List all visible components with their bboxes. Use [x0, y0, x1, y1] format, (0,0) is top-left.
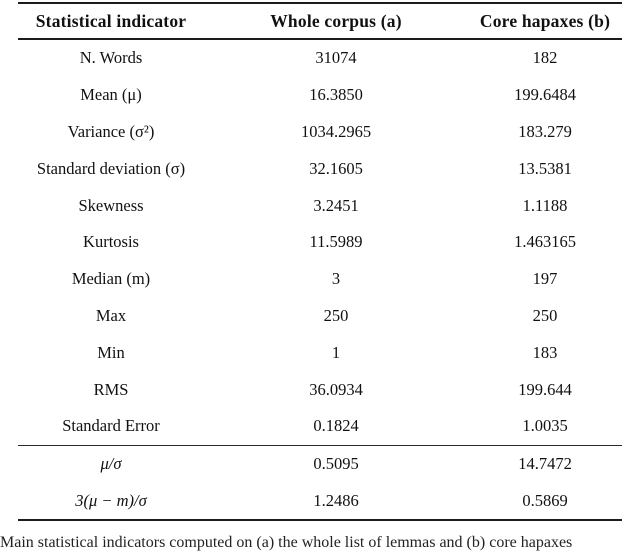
statistics-table: Statistical indicator Whole corpus (a) C…	[18, 2, 622, 522]
value-whole-corpus: 32.1605	[309, 158, 363, 178]
row-label: Standard deviation (σ)	[36, 158, 186, 178]
value-core-hapaxes: 1.0035	[522, 416, 568, 436]
value-core-hapaxes: 250	[532, 305, 558, 325]
row-label: 3(μ − m)/σ	[18, 482, 204, 522]
value-core-hapaxes: 197	[532, 269, 558, 289]
value-core-hapaxes: 183	[532, 342, 558, 362]
value-core-hapaxes: 0.5869	[468, 482, 622, 522]
value-whole-corpus: 11.5989	[309, 232, 363, 252]
row-label: μ/σ	[18, 444, 204, 483]
row-label: Median (m)	[71, 269, 151, 289]
value-core-hapaxes: 1.1188	[522, 195, 568, 215]
header-row: Statistical indicator Whole corpus (a) C…	[18, 3, 622, 40]
table-row-mu-over-sigma: μ/σ 0.5095 14.7472	[18, 444, 622, 483]
table-row-skewness: Skewness 3.2451 1.1188	[18, 187, 622, 224]
table-row-mean: Mean (μ) 16.3850 199.6484	[18, 77, 622, 114]
header-core-hapaxes: Core hapaxes (b)	[468, 3, 622, 40]
table-row-median: Median (m) 3 197	[18, 261, 622, 298]
row-label: Mean (μ)	[80, 85, 142, 105]
value-whole-corpus: 0.5095	[204, 444, 468, 483]
row-label: RMS	[93, 379, 129, 399]
value-core-hapaxes: 13.5381	[518, 158, 572, 178]
value-core-hapaxes: 199.6484	[514, 85, 576, 105]
table-row-rms: RMS 36.0934 199.644	[18, 371, 622, 408]
table-row-skewness-coefficient: 3(μ − m)/σ 1.2486 0.5869	[18, 482, 622, 522]
table-row-variance: Variance (σ²) 1034.2965 183.279	[18, 114, 622, 151]
row-label: Standard Error	[62, 416, 160, 436]
value-whole-corpus: 16.3850	[309, 85, 363, 105]
value-whole-corpus: 1.2486	[204, 482, 468, 522]
table-row-n-words: N. Words 31074 182	[18, 39, 622, 77]
table-row-standard-deviation: Standard deviation (σ) 32.1605 13.5381	[18, 150, 622, 187]
table-caption-fragment: Main statistical indicators computed on …	[0, 534, 573, 551]
value-whole-corpus: 1	[331, 342, 341, 362]
value-whole-corpus: 3	[331, 269, 341, 289]
value-whole-corpus: 36.0934	[309, 379, 363, 399]
table-row-min: Min 1 183	[18, 334, 622, 371]
value-core-hapaxes: 14.7472	[468, 444, 622, 483]
table-row-standard-error: Standard Error 0.1824 1.0035	[18, 408, 622, 445]
row-label: N. Words	[79, 48, 143, 68]
table-row-max: Max 250 250	[18, 298, 622, 335]
row-label: Min	[97, 342, 125, 362]
row-label: Variance (σ²)	[67, 121, 155, 141]
value-whole-corpus: 1034.2965	[300, 121, 372, 141]
row-label: Max	[95, 305, 127, 325]
table-row-kurtosis: Kurtosis 11.5989 1.463165	[18, 224, 622, 261]
header-whole-corpus: Whole corpus (a)	[204, 3, 468, 40]
value-whole-corpus: 3.2451	[313, 195, 359, 215]
value-core-hapaxes: 182	[532, 48, 558, 68]
value-whole-corpus: 0.1824	[313, 416, 359, 436]
value-whole-corpus: 31074	[315, 48, 357, 68]
value-whole-corpus: 250	[323, 305, 349, 325]
value-core-hapaxes: 183.279	[518, 121, 572, 141]
row-label: Skewness	[78, 195, 144, 215]
header-statistical-indicator: Statistical indicator	[18, 3, 204, 40]
value-core-hapaxes: 199.644	[518, 379, 572, 399]
value-core-hapaxes: 1.463165	[514, 232, 576, 252]
statistics-table-wrap: Statistical indicator Whole corpus (a) C…	[18, 2, 622, 522]
row-label: Kurtosis	[83, 232, 139, 252]
